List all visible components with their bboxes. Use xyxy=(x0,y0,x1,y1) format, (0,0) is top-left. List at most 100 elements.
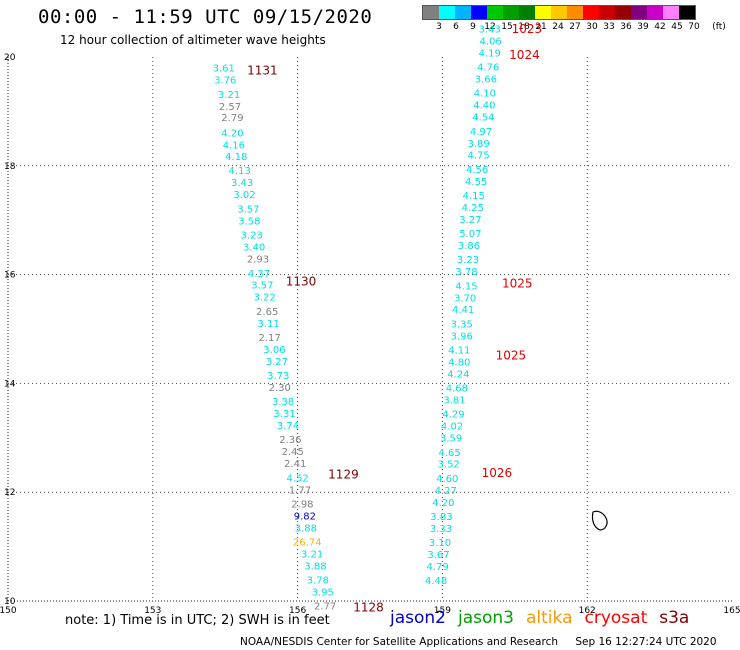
swh-value: 4.48 xyxy=(425,576,447,587)
swh-value: 4.41 xyxy=(452,305,474,316)
swh-value: 4.80 xyxy=(448,357,470,368)
color-swatch xyxy=(631,6,647,19)
color-scale-label: 18 xyxy=(518,22,530,32)
y-tick-label: 18 xyxy=(4,162,16,172)
swh-value: 4.15 xyxy=(463,191,485,202)
swh-value: 2.98 xyxy=(291,499,313,510)
swh-value: 3.61 xyxy=(213,64,235,75)
swh-value: 4.40 xyxy=(473,101,495,112)
color-scale-label: 24 xyxy=(552,22,564,32)
swh-value: 3.74 xyxy=(277,421,299,432)
swh-value: 3.76 xyxy=(214,76,236,87)
swh-value: 3.88 xyxy=(295,523,317,534)
color-swatch xyxy=(439,6,455,19)
y-tick-label: 20 xyxy=(4,53,16,63)
color-scale-labels: 3 6 9 12 15 18 21 24 27 30 33 36 39 42 45 70 (ft) xyxy=(422,22,726,34)
swh-value: 3.59 xyxy=(440,434,462,445)
swh-value: 3.35 xyxy=(451,319,473,330)
island-outline xyxy=(591,510,608,531)
swh-value: 2.45 xyxy=(282,447,304,458)
swh-value: 3.89 xyxy=(467,139,489,150)
pass-time-label: 1130 xyxy=(286,274,317,288)
swh-value: 4.55 xyxy=(465,177,487,188)
swh-value: 4.79 xyxy=(426,562,448,573)
swh-value: 4.52 xyxy=(286,473,308,484)
swh-value: 3.38 xyxy=(272,397,294,408)
pass-time-label: 1129 xyxy=(328,468,359,482)
swh-value: 2.57 xyxy=(219,102,241,113)
color-scale-legend: 3 6 9 12 15 18 21 24 27 30 33 36 39 42 45 70 (ft) xyxy=(422,5,726,34)
color-scale-label: 39 xyxy=(637,22,649,32)
color-scale-label: 70 xyxy=(688,22,700,32)
swh-value: 3.95 xyxy=(312,588,334,599)
swh-value: 4.54 xyxy=(472,113,494,124)
color-swatch xyxy=(599,6,615,19)
swh-value: 3.06 xyxy=(263,345,285,356)
y-tick-label: 10 xyxy=(4,597,16,607)
swh-value: 4.10 xyxy=(474,89,496,100)
chart-title: 00:00 - 11:59 UTC 09/15/2020 xyxy=(38,6,373,28)
satellite-legend-jason2: jason2 xyxy=(390,608,446,628)
color-scale-label: 3 xyxy=(436,22,442,32)
color-swatch xyxy=(487,6,503,19)
swh-value: 4.13 xyxy=(229,166,251,177)
swh-value: 4.16 xyxy=(223,140,245,151)
swh-value: 2.36 xyxy=(279,435,301,446)
swh-value: 4.29 xyxy=(442,410,464,421)
swh-value: 3.78 xyxy=(455,267,477,278)
swh-value: 4.02 xyxy=(441,422,463,433)
swh-value: 4.76 xyxy=(477,63,499,74)
color-swatch xyxy=(519,6,535,19)
agency-credit: NOAA/NESDIS Center for Satellite Applica… xyxy=(240,636,558,648)
swh-value: 3.57 xyxy=(237,205,259,216)
swh-value: 3.43 xyxy=(231,178,253,189)
pass-time-label: 1024 xyxy=(509,48,540,62)
swh-value: 3.57 xyxy=(251,281,273,292)
swh-value: 4.11 xyxy=(448,345,470,356)
swh-value: 3.27 xyxy=(266,357,288,368)
y-tick-label: 16 xyxy=(4,271,16,281)
color-swatch xyxy=(471,6,487,19)
satellite-legend-s3a: s3a xyxy=(659,608,690,628)
swh-value: 3.52 xyxy=(438,460,460,471)
swh-value: 4.75 xyxy=(467,151,489,162)
swh-value: 4.60 xyxy=(436,474,458,485)
swh-value: 3.10 xyxy=(429,538,451,549)
color-scale-label: 15 xyxy=(501,22,513,32)
x-tick-label: 165 xyxy=(723,606,740,616)
color-scale-label: 12 xyxy=(484,22,496,32)
color-swatch xyxy=(647,6,663,19)
chart-subtitle: 12 hour collection of altimeter wave hei… xyxy=(60,33,326,47)
pass-time-label: 1023 xyxy=(512,22,543,36)
swh-value: 3.23 xyxy=(457,255,479,266)
swh-value: 2.41 xyxy=(284,459,306,470)
x-tick-label: 162 xyxy=(579,606,596,616)
swh-value: 3.31 xyxy=(273,409,295,420)
swh-value: 3.86 xyxy=(458,241,480,252)
color-swatch xyxy=(503,6,519,19)
swh-value: 26.74 xyxy=(293,538,322,549)
color-scale-label: 21 xyxy=(535,22,547,32)
swh-value: 3.81 xyxy=(443,396,465,407)
swh-value: 3.33 xyxy=(430,524,452,535)
swh-value: 3.78 xyxy=(307,576,329,587)
swh-value: 3.22 xyxy=(254,293,276,304)
swh-value: 3.83 xyxy=(430,512,452,523)
swh-value: 3.43 xyxy=(479,25,501,36)
swh-value: 2.65 xyxy=(256,307,278,318)
y-tick-label: 12 xyxy=(4,488,15,498)
swh-value: 3.73 xyxy=(267,371,289,382)
color-swatch xyxy=(679,6,695,19)
pass-time-label: 1025 xyxy=(502,277,533,291)
satellite-legend-cryosat: cryosat xyxy=(584,608,648,628)
color-swatch xyxy=(615,6,631,19)
swh-value: 4.06 xyxy=(480,36,502,47)
swh-value: 3.40 xyxy=(243,243,265,254)
swh-value: 3.23 xyxy=(241,231,263,242)
swh-value: 4.24 xyxy=(447,369,469,380)
swh-value: 3.66 xyxy=(475,75,497,86)
swh-value: 9.82 xyxy=(294,511,316,522)
generation-timestamp: Sep 16 12:27:24 UTC 2020 xyxy=(575,636,717,648)
swh-value: 4.27 xyxy=(435,486,457,497)
